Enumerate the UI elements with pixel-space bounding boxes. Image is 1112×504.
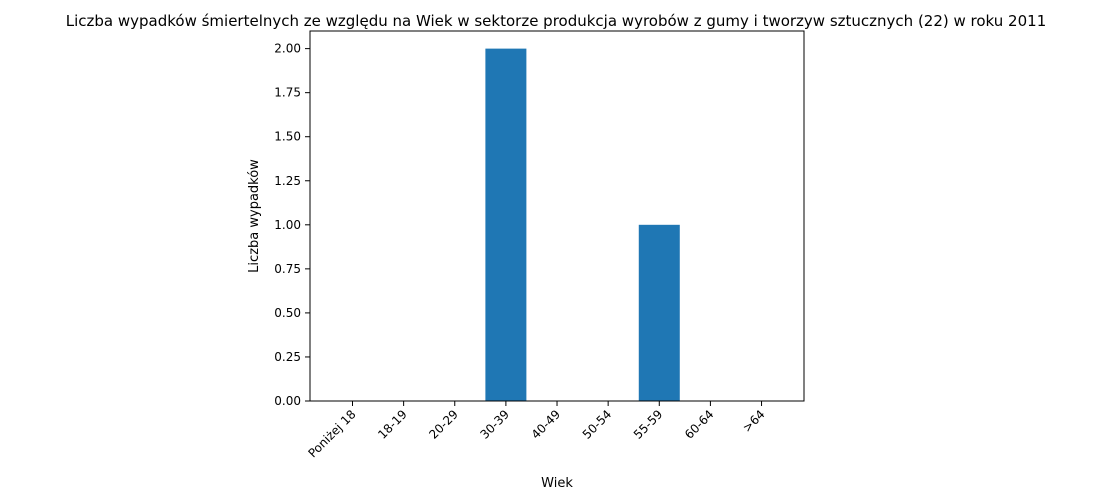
bar-6 <box>638 224 680 401</box>
x-tick-label-0: Poniżej 18 <box>305 407 358 460</box>
x-tick-label-6: 55-59 <box>631 407 666 442</box>
x-tick-label-4: 40-49 <box>529 407 564 442</box>
x-tick-label-5: 50-54 <box>580 407 615 442</box>
y-tick-label-1: 0.25 <box>274 350 301 364</box>
plot-frame <box>309 30 805 402</box>
y-tick-label-6: 1.50 <box>274 130 301 144</box>
y-axis-label: Liczba wypadków <box>247 159 262 273</box>
x-tick-label-1: 18-19 <box>375 407 410 442</box>
x-axis-label: Wiek <box>541 476 573 491</box>
x-tick-label-2: 20-29 <box>426 407 461 442</box>
y-axis: 0.00 0.25 0.50 0.75 1.00 1.25 1.50 1.75 2.00 <box>274 42 310 408</box>
bars-layer <box>485 48 680 402</box>
y-tick-label-2: 0.50 <box>274 306 301 320</box>
y-tick-label-0: 0.00 <box>274 394 301 408</box>
bar-3 <box>485 48 527 402</box>
y-tick-label-3: 0.75 <box>274 262 301 276</box>
y-tick-label-8: 2.00 <box>274 42 301 56</box>
chart-title: Liczba wypadków śmiertelnych ze względu … <box>66 12 1047 30</box>
y-tick-label-4: 1.00 <box>274 218 301 232</box>
x-tick-label-7: 60-64 <box>682 407 717 442</box>
x-axis: Poniżej 18 18-19 20-29 30-39 40-49 50-54 55-59… <box>305 401 768 460</box>
x-tick-label-8: >64 <box>740 407 768 435</box>
y-tick-label-5: 1.25 <box>274 174 301 188</box>
x-tick-label-3: 30-39 <box>477 407 512 442</box>
y-tick-label-7: 1.75 <box>274 86 301 100</box>
